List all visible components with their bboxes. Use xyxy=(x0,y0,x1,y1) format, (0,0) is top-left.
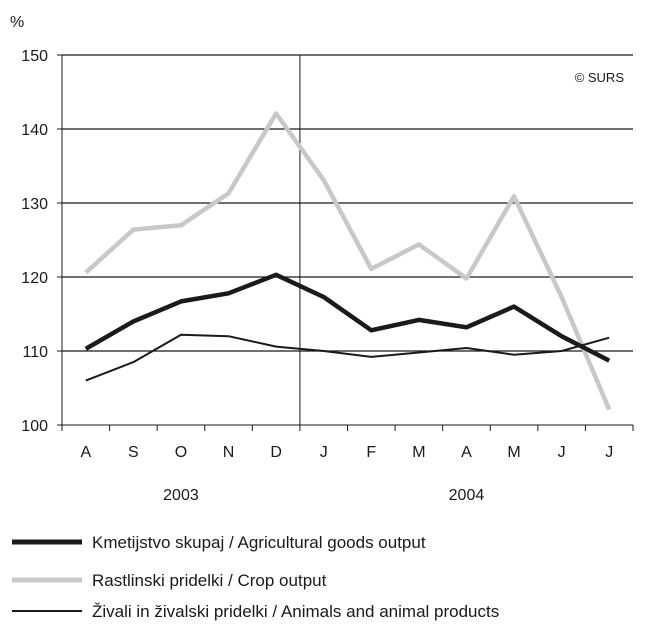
series-line-0 xyxy=(84,272,611,363)
year-labels: 2003 2004 xyxy=(163,487,484,504)
x-tick-label: A xyxy=(80,444,91,461)
copyright-label: © SURS xyxy=(575,70,625,85)
series-line-1 xyxy=(84,111,612,411)
x-tick-label: J xyxy=(320,444,328,461)
y-tick-label: 140 xyxy=(21,122,48,139)
legend-label: Rastlinski pridelki / Crop output xyxy=(92,571,327,590)
x-tick-label: J xyxy=(605,444,613,461)
x-tick-label: O xyxy=(175,444,187,461)
x-tick-label: S xyxy=(128,444,139,461)
x-tick-label: M xyxy=(412,444,425,461)
x-tick-label: D xyxy=(270,444,282,461)
x-tick-label: A xyxy=(461,444,472,461)
x-tick-label: N xyxy=(223,444,235,461)
legend-label: Kmetijstvo skupaj / Agricultural goods o… xyxy=(92,533,426,552)
x-tick-label: J xyxy=(558,444,566,461)
year-label: 2003 xyxy=(163,487,199,504)
y-axis-unit-label: % xyxy=(10,14,24,31)
x-tick-label: F xyxy=(366,444,376,461)
y-axis-ticks: 100 110 120 130 140 150 xyxy=(21,48,62,435)
series-lines xyxy=(84,111,612,411)
legend: Kmetijstvo skupaj / Agricultural goods o… xyxy=(12,533,499,621)
gridlines xyxy=(62,54,633,352)
y-tick-label: 150 xyxy=(21,48,48,65)
y-tick-label: 100 xyxy=(21,418,48,435)
y-tick-label: 120 xyxy=(21,270,48,287)
year-label: 2004 xyxy=(449,487,485,504)
series-line-2 xyxy=(85,333,610,382)
y-tick-label: 110 xyxy=(22,344,48,361)
y-tick-label: 130 xyxy=(21,196,48,213)
legend-label: Živali in živalski pridelki / Animals an… xyxy=(92,602,499,621)
axes xyxy=(61,55,633,426)
x-tick-label: M xyxy=(507,444,520,461)
